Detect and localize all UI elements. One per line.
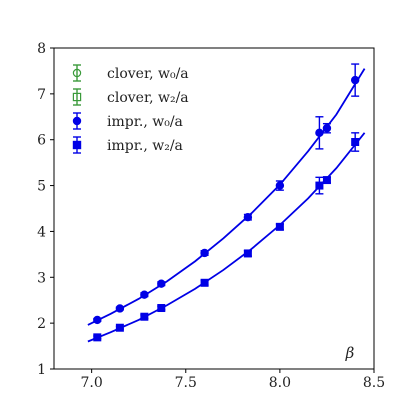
x-tick-label: 8.5 (363, 375, 385, 391)
x-tick-label: 7.0 (81, 375, 103, 391)
data-point (93, 315, 102, 325)
series-2-point-1-marker (115, 304, 125, 313)
series-3-point-2-marker (140, 312, 149, 321)
data-point (275, 180, 285, 191)
legend-entry: impr., w₀/a (72, 112, 183, 130)
fit-curves (87, 68, 366, 343)
series-3-point-7-marker (315, 181, 324, 190)
legend-0-marker (72, 68, 82, 78)
data-point (322, 122, 332, 134)
y-tick-label: 3 (37, 270, 46, 286)
fit-curve-2 (87, 68, 366, 326)
data-point (200, 248, 209, 258)
series-3-point-6-marker (275, 222, 284, 231)
series-2-point-7-marker (315, 128, 324, 138)
data-point (275, 222, 284, 231)
data-point (350, 63, 360, 97)
x-tick-label: 8.0 (269, 375, 291, 391)
series-3-point-1-marker (115, 323, 124, 332)
series-3-point-4-marker (200, 278, 209, 287)
data-point (200, 278, 209, 287)
axes: 7.0 7.5 8.0 8.5 1 2 3 4 5 6 7 8 (37, 41, 385, 391)
plot-frame (53, 47, 375, 370)
data-point (243, 249, 252, 258)
y-tick-label: 2 (37, 316, 46, 332)
legend-entry: impr., w₂/a (72, 136, 183, 154)
legend-2-marker (72, 116, 82, 126)
y-tick-label: 6 (37, 133, 46, 149)
series-2-point-3-marker (157, 279, 166, 288)
data-point (351, 132, 360, 152)
legend-entry: clover, w₂/a (72, 88, 189, 106)
data-point (243, 213, 253, 222)
data-point (157, 279, 166, 288)
series-2-point-0-marker (93, 315, 102, 325)
series-2-point-9-marker (350, 75, 360, 85)
series-3-point-5-marker (243, 249, 252, 258)
series-3-point-0-marker (93, 333, 102, 342)
y-tick-label: 1 (37, 362, 46, 378)
x-axis-label: β (345, 344, 355, 362)
data-point (115, 304, 125, 313)
series-2-point-5-marker (243, 213, 253, 222)
data-point (157, 304, 166, 313)
data-point (93, 333, 102, 342)
y-tick-label: 5 (37, 179, 46, 195)
data-point (315, 176, 324, 195)
legend-label: clover, w₂/a (107, 90, 189, 106)
series-2-point-8-marker (322, 124, 332, 133)
legend-label: impr., w₂/a (107, 138, 183, 154)
series-3-point-3-marker (157, 304, 166, 313)
data-markers (93, 63, 360, 342)
data-point (115, 323, 124, 332)
legend-1-marker (72, 92, 82, 102)
legend-3-marker (72, 140, 82, 150)
fit-curve-3 (87, 132, 366, 343)
data-point (322, 176, 331, 185)
legend-entry: clover, w₀/a (72, 64, 189, 82)
series-2-point-4-marker (200, 248, 209, 258)
legend-label: clover, w₀/a (107, 66, 189, 82)
data-point (315, 116, 324, 150)
data-point (140, 312, 149, 321)
series-3-point-9-marker (351, 138, 360, 147)
y-tick-label: 8 (37, 41, 46, 57)
series-3-point-8-marker (322, 176, 331, 185)
data-point (140, 290, 149, 299)
y-tick-label: 4 (37, 224, 46, 240)
y-tick-label: 7 (37, 87, 46, 103)
legend: clover, w₀/a clover, w₂/a impr., w₀/a impr.… (72, 64, 189, 154)
legend-label: impr., w₀/a (107, 114, 183, 130)
series-2-point-2-marker (140, 290, 149, 299)
series-2-point-6-marker (275, 181, 285, 190)
x-tick-label: 7.5 (175, 375, 197, 391)
